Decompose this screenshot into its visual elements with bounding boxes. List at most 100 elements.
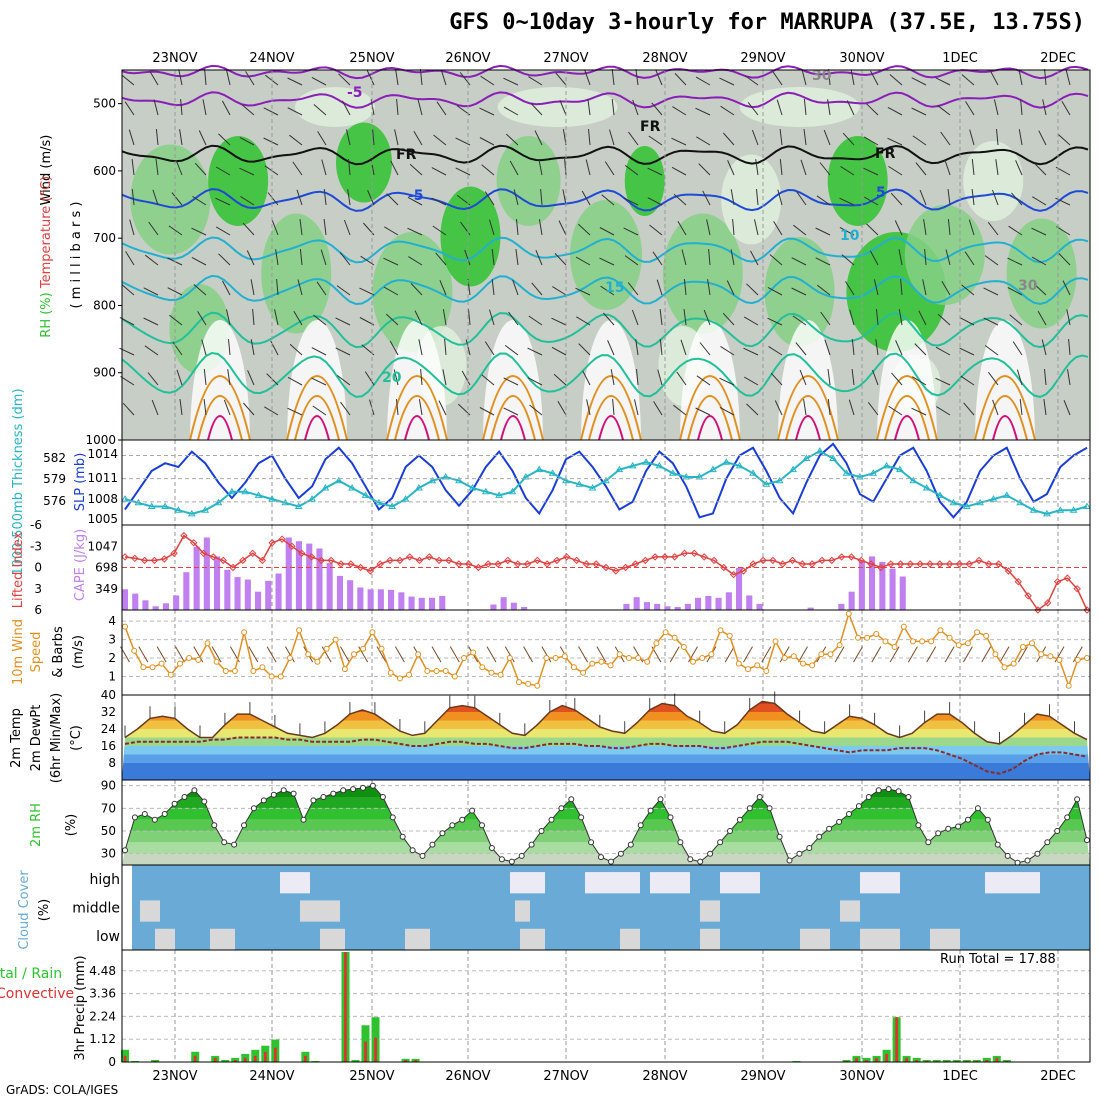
- li-point-55: [661, 553, 669, 561]
- surface-barb-90: [944, 646, 955, 663]
- contour-minus15: [121, 64, 1089, 80]
- wind-barb-305: [732, 219, 735, 236]
- rh-point-59: [707, 850, 714, 857]
- wind-barb-209: [538, 219, 543, 236]
- li-point-71: [818, 556, 826, 565]
- wind-barb-367: [845, 281, 855, 296]
- wind-barb-345: [795, 342, 807, 356]
- wind-barb-403: [922, 279, 927, 296]
- wind-point-30: [396, 675, 403, 682]
- wind-point-49: [570, 664, 577, 671]
- temp-band-5: [122, 720, 1090, 729]
- thickness-point-57: [882, 461, 891, 469]
- wind-barb-434: [996, 129, 999, 146]
- wind-barb-120: [366, 70, 375, 86]
- li-point-1: [131, 554, 139, 563]
- wind-barb-460: [1032, 196, 1047, 206]
- wind-barb-165: [444, 339, 447, 356]
- wind-barb-390: [898, 249, 903, 266]
- wind-barb-98: [317, 131, 327, 146]
- wind-barb-444: [1018, 69, 1023, 86]
- cape-bar-23: [357, 587, 364, 610]
- wind-point-21: [314, 658, 321, 665]
- wind-barb-28: [171, 192, 183, 206]
- wind-barb-110: [346, 129, 351, 146]
- wind-barb-452: [1009, 314, 1023, 326]
- rh-point-94: [1054, 828, 1061, 834]
- thickness-point-49: [775, 476, 784, 484]
- rh-point-26: [379, 794, 386, 800]
- wind-point-62: [690, 658, 696, 665]
- wind-barb-89: [299, 219, 303, 236]
- wind-point-88: [928, 638, 935, 645]
- wind-barb-361: [846, 100, 855, 116]
- wind-barb-336: [801, 69, 807, 86]
- surface-barb-26: [358, 646, 369, 663]
- wind-barb-450: [1007, 257, 1023, 266]
- wind-barb-348: [828, 69, 831, 86]
- wind-barb-211: [531, 282, 543, 296]
- top-date-24NOV: 24NOV: [249, 51, 294, 66]
- wind-point-33: [424, 668, 431, 674]
- wind-point-2: [140, 664, 147, 671]
- wind-barb-87: [292, 161, 303, 176]
- thickness-point-51: [802, 454, 811, 461]
- rh-point-62: [736, 816, 743, 823]
- wind-barb-299: [695, 407, 711, 416]
- wind-point-9: [204, 640, 211, 647]
- rh-blob-10: [721, 154, 782, 245]
- wind-barb-226: [553, 373, 567, 386]
- wind-barb-156: [440, 69, 447, 86]
- ylabel-temperature: Temperature (°C): [39, 176, 54, 289]
- credit-label: GrADS: COLA/IGES: [6, 1083, 119, 1097]
- wind-barb-108: [338, 73, 351, 86]
- wind-barb-18: [144, 254, 159, 266]
- wind-barb-37: [202, 99, 207, 116]
- thickness-point-69: [1043, 509, 1051, 517]
- thickness-point-34: [575, 480, 584, 487]
- cape-bar-3: [152, 606, 159, 610]
- rh-point-43: [548, 816, 555, 823]
- surface-barb-86: [907, 646, 918, 663]
- wind-point-68: [745, 666, 751, 673]
- li-point-56: [670, 553, 679, 561]
- precip-tick-1: 3.36: [89, 987, 116, 1001]
- li-point-45: [562, 553, 571, 561]
- wind-barb-455: [1019, 399, 1023, 416]
- frame-10m-wind: [121, 609, 1091, 696]
- surface-barb-6: [175, 646, 185, 663]
- wind-barb-232: [581, 190, 591, 206]
- li-point-60: [710, 556, 718, 565]
- bottom-date-2DEC: 2DEC: [1040, 1069, 1076, 1084]
- wind-barb-297: [699, 342, 711, 356]
- ylabel-slp: SLP (mb): [73, 453, 88, 512]
- wind-point-65: [717, 627, 724, 634]
- temp-tick-3: 16: [101, 739, 116, 753]
- contour-label-8: 20: [382, 370, 402, 386]
- surface-barb-36: [449, 646, 460, 663]
- cape-bar-1: [132, 593, 139, 610]
- ylabel-thickness: 1000-500mb Thickness (dm): [11, 388, 26, 575]
- wind-barb-372: [870, 70, 879, 86]
- bottom-date-28NOV: 28NOV: [642, 1069, 687, 1084]
- rh-point-18: [300, 816, 307, 823]
- li-point-37: [484, 560, 492, 568]
- thickness-point-18: [361, 491, 370, 498]
- warm-contour-0-0: [189, 375, 251, 441]
- wind-barb-435: [995, 159, 999, 176]
- rh-point-68: [796, 850, 803, 857]
- wind-barb-365: [839, 226, 855, 236]
- wind-barb-479: [1063, 400, 1071, 416]
- rh-point-25: [369, 782, 376, 789]
- pressure-tick-600: 600: [93, 164, 116, 178]
- thickness-point-17: [348, 484, 356, 491]
- wind-barb-44: [197, 311, 207, 326]
- li-point-16: [278, 535, 286, 543]
- contour-label-2: FR: [640, 119, 661, 135]
- wind-barb-424: [971, 189, 975, 206]
- temp-band-6: [122, 712, 1090, 721]
- thickness-point-29: [508, 487, 517, 495]
- li-point-3: [150, 556, 159, 565]
- surface-barb-28: [376, 646, 387, 663]
- wind-barb-225: [551, 346, 567, 356]
